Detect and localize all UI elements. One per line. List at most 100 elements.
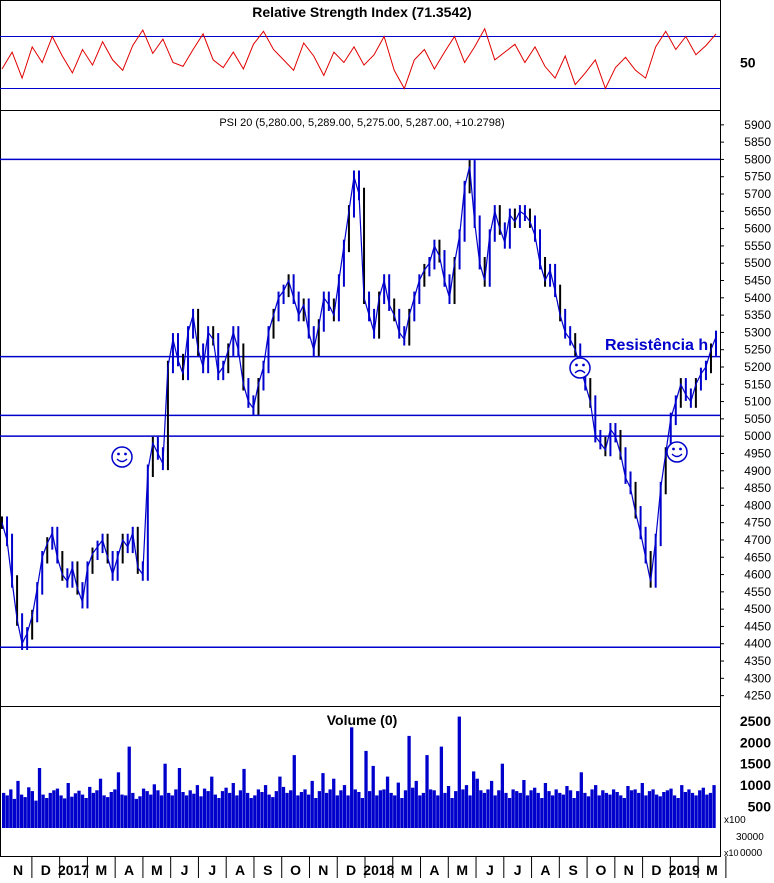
volume-bar (662, 792, 666, 828)
volume-bar (213, 794, 217, 828)
volume-bar (500, 763, 505, 828)
volume-bar (199, 796, 203, 828)
volume-bar (231, 783, 235, 828)
time-tick-label: O (596, 862, 607, 878)
price-tick-label: 5450 (744, 274, 771, 288)
volume-bar (12, 798, 17, 828)
volume-bar (296, 795, 300, 828)
volume-bar (525, 795, 530, 828)
volume-bar (414, 780, 418, 828)
volume-bar (454, 791, 458, 828)
volume-bar (184, 795, 189, 828)
volume-bar (84, 798, 88, 828)
volume-bar (360, 798, 365, 828)
time-tick-label: 2017 (58, 862, 89, 878)
time-tick-label: N (318, 862, 328, 878)
volume-bar (511, 789, 515, 828)
volume-bar (256, 789, 261, 828)
time-tick-label: O (290, 862, 301, 878)
volume-bar (5, 795, 9, 828)
volume-bar (206, 791, 210, 828)
time-tick-label: A (124, 862, 134, 878)
volume-bar (328, 789, 332, 828)
volume-bar (303, 789, 307, 828)
volume-bar (497, 790, 501, 828)
volume-bar (167, 792, 171, 828)
volume-bar (629, 790, 634, 828)
volume-bar (619, 795, 623, 828)
volume-bar (436, 795, 440, 828)
volume-bar (202, 788, 207, 828)
volume-bar (120, 794, 124, 828)
volume-bar (389, 792, 393, 828)
volume-bar (515, 791, 519, 828)
time-tick-label: J (486, 862, 494, 878)
time-tick-label: D (41, 862, 51, 878)
time-tick-label: A (429, 862, 439, 878)
time-tick-label: A (540, 862, 550, 878)
volume-bar (597, 795, 601, 828)
volume-bar (371, 765, 375, 828)
volume-bar (34, 800, 38, 828)
volume-bar (601, 790, 605, 828)
volume-bar (472, 771, 476, 828)
volume-bar (615, 792, 619, 828)
volume-bar (149, 794, 153, 828)
volume-bar (529, 790, 533, 828)
price-tick-label: 5650 (744, 204, 771, 218)
price-panel: 5900 5850 5800 5750 5700 5650 5600 5550 5500 5450… (0, 118, 771, 703)
price-tick-label: 4950 (744, 446, 771, 460)
volume-bar (669, 788, 673, 828)
volume-bar (127, 746, 131, 828)
volume-bar (131, 792, 135, 828)
volume-title: Volume (0) (327, 712, 398, 728)
volume-bar (590, 789, 594, 828)
volume-bar (540, 798, 544, 828)
price-tick-label: 4350 (744, 654, 771, 668)
time-tick-label: 2019 (669, 862, 700, 878)
volume-bar (522, 780, 526, 828)
price-tick-label: 4700 (744, 533, 771, 547)
time-tick-label: N (624, 862, 634, 878)
volume-bar (238, 790, 243, 828)
volume-bar (385, 776, 390, 828)
time-tick-label: M (706, 862, 718, 878)
volume-bar (19, 794, 24, 828)
volume-bar (655, 794, 659, 828)
volume-bar (464, 785, 469, 828)
volume-bar (432, 790, 436, 828)
volume-bar (418, 795, 422, 828)
volume-bar (396, 782, 400, 828)
volume-bar (274, 791, 278, 828)
volume-bar (138, 796, 142, 828)
volume-bar (428, 789, 433, 828)
volume-bar (457, 716, 461, 828)
volume-bar (676, 798, 680, 828)
time-axis: N D 2017 M A M J J A S O N D 2018 M A M J J A S O N D 2019 M (13, 856, 727, 878)
volume-bar (106, 797, 110, 828)
time-tick-label: J (514, 862, 522, 878)
volume-bar (27, 787, 31, 828)
volume-bar (536, 792, 540, 828)
volume-tick-label: 1000 (740, 777, 771, 793)
volume-bar (346, 795, 350, 828)
volume-bar (489, 780, 494, 828)
volume-bar (228, 792, 232, 828)
time-tick-label: M (401, 862, 413, 878)
volume-bar (48, 792, 52, 828)
volume-bar (52, 790, 56, 828)
price-tick-label: 4550 (744, 585, 771, 599)
volume-bar (220, 791, 225, 828)
volume-bar (321, 773, 325, 828)
time-tick-label: S (569, 862, 578, 878)
volume-bar (59, 795, 63, 828)
volume-bar (479, 790, 483, 828)
volume-bar (271, 797, 275, 828)
price-tick-label: 5150 (744, 377, 771, 391)
price-tick-label: 5550 (744, 239, 771, 253)
volume-bar (2, 792, 6, 828)
smiley-icon (111, 446, 133, 468)
volume-bar (604, 792, 609, 828)
